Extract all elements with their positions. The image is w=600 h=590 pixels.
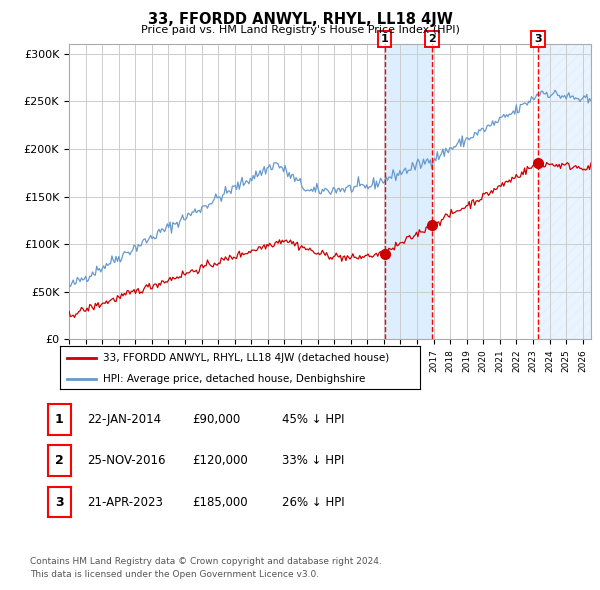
- Text: 26% ↓ HPI: 26% ↓ HPI: [282, 496, 344, 509]
- Text: 33, FFORDD ANWYL, RHYL, LL18 4JW: 33, FFORDD ANWYL, RHYL, LL18 4JW: [148, 12, 452, 27]
- Text: 1: 1: [55, 413, 64, 426]
- Text: HPI: Average price, detached house, Denbighshire: HPI: Average price, detached house, Denb…: [103, 373, 365, 384]
- Text: 22-JAN-2014: 22-JAN-2014: [87, 413, 161, 426]
- Text: 3: 3: [55, 496, 64, 509]
- Text: 25-NOV-2016: 25-NOV-2016: [87, 454, 166, 467]
- Text: £185,000: £185,000: [192, 496, 248, 509]
- Text: 45% ↓ HPI: 45% ↓ HPI: [282, 413, 344, 426]
- Text: 33% ↓ HPI: 33% ↓ HPI: [282, 454, 344, 467]
- Text: Price paid vs. HM Land Registry's House Price Index (HPI): Price paid vs. HM Land Registry's House …: [140, 25, 460, 35]
- Text: 2: 2: [55, 454, 64, 467]
- Text: 1: 1: [381, 34, 389, 44]
- Text: 3: 3: [534, 34, 542, 44]
- Bar: [538, 44, 591, 339]
- Text: £90,000: £90,000: [192, 413, 240, 426]
- Bar: [385, 44, 432, 339]
- Text: £120,000: £120,000: [192, 454, 248, 467]
- Text: 21-APR-2023: 21-APR-2023: [87, 496, 163, 509]
- Text: 2: 2: [428, 34, 436, 44]
- Text: 33, FFORDD ANWYL, RHYL, LL18 4JW (detached house): 33, FFORDD ANWYL, RHYL, LL18 4JW (detach…: [103, 353, 389, 363]
- Text: Contains HM Land Registry data © Crown copyright and database right 2024.: Contains HM Land Registry data © Crown c…: [30, 558, 382, 566]
- Text: This data is licensed under the Open Government Licence v3.0.: This data is licensed under the Open Gov…: [30, 571, 319, 579]
